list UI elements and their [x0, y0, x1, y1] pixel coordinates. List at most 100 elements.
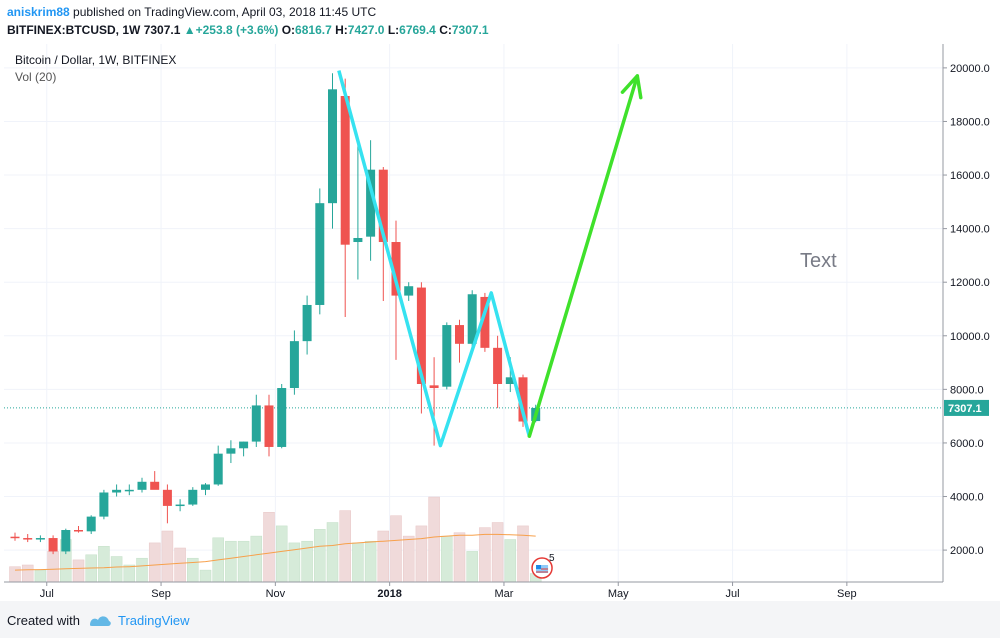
volume-bar [377, 530, 390, 583]
volume-bar [275, 525, 288, 583]
candle-body [416, 287, 426, 385]
price-tick-label: 4000.0 [950, 492, 984, 504]
volume-bar [72, 559, 85, 583]
price-tick-label: 12000.0 [950, 277, 990, 289]
candle-body [251, 405, 261, 442]
candle-body [340, 96, 350, 245]
volume-bar [34, 569, 47, 583]
volume-bar [402, 535, 415, 583]
candle-body [150, 481, 160, 490]
series-legend: Bitcoin / Dollar, 1W, BITFINEX [15, 53, 177, 67]
time-tick-label: Sep [151, 588, 171, 600]
volume-bar [225, 540, 237, 583]
candle-body [74, 530, 83, 532]
candle-body [429, 385, 439, 389]
candle-body [48, 538, 58, 552]
volume-bar [364, 540, 377, 583]
high-label: H: [335, 23, 348, 37]
volume-bar [491, 522, 504, 583]
time-tick-label: Jul [40, 588, 54, 600]
low-value: 6769.4 [399, 23, 436, 37]
candle-body [378, 169, 388, 243]
candle-body [366, 169, 376, 237]
candle-body [112, 489, 122, 493]
candle-body [493, 347, 503, 385]
volume-bar [339, 510, 351, 583]
open-value: 6816.7 [295, 23, 332, 37]
candle-body [35, 538, 45, 540]
symbol-label: BITFINEX:BTCUSD, 1W [7, 23, 141, 37]
candle-body [10, 536, 20, 539]
candle-body [188, 489, 198, 505]
volume-bar [428, 496, 440, 583]
candle-body [289, 341, 299, 389]
candle-body [328, 89, 337, 204]
time-tick-label: 2018 [377, 588, 401, 600]
candle-body [264, 405, 274, 447]
price-tick-label: 8000.0 [950, 384, 984, 396]
event-badge-count: 5 [549, 553, 555, 564]
tradingview-brand-link[interactable]: TradingView [118, 613, 190, 628]
open-label: O: [281, 23, 296, 37]
candle-body [467, 294, 477, 344]
price-tick-label: 14000.0 [950, 224, 990, 236]
candle-body [124, 489, 134, 492]
candle-body [505, 377, 515, 385]
candle-body [315, 203, 325, 305]
time-tick-label: Nov [266, 588, 286, 600]
time-tick-label: Jul [726, 588, 740, 600]
candle-body [226, 448, 236, 454]
ohlc-line: BITFINEX:BTCUSD, 1W 7307.1 ▲+253.8 (+3.6… [7, 23, 489, 37]
tradingview-logo-icon [90, 616, 111, 626]
candle-body [162, 489, 172, 506]
candle-body [61, 530, 71, 552]
publish-line: aniskrim88 published on TradingView.com,… [7, 5, 376, 19]
created-with-label: Created with [7, 613, 80, 628]
candle-body [201, 484, 210, 490]
volume-bar [21, 564, 34, 583]
published-text: published on TradingView.com, April 03, … [69, 5, 377, 19]
candle-body [518, 377, 528, 422]
volume-bar [161, 530, 174, 583]
volume-bar [98, 546, 110, 583]
candle-body [137, 481, 147, 490]
volume-legend: Vol (20) [15, 70, 57, 84]
volume-bar [123, 564, 136, 583]
volume-bar [237, 540, 250, 583]
volume-bar [453, 532, 466, 583]
candle-body [353, 237, 363, 243]
change-value: +253.8 (+3.6%) [195, 23, 279, 37]
candle-body [86, 516, 96, 532]
projection-arrow-line [527, 74, 640, 438]
footer: Created with TradingView [0, 601, 1000, 638]
time-tick-label: May [608, 588, 629, 600]
volume-bar [9, 566, 21, 583]
volume-bar [441, 535, 453, 583]
volume-bar [466, 551, 478, 583]
time-tick-label: Sep [837, 588, 857, 600]
volume-bar [263, 512, 275, 583]
volume-bar [352, 542, 364, 583]
last-price-tag-label: 7307.1 [948, 403, 982, 415]
price-tick-label: 16000.0 [950, 170, 990, 182]
candle-body [239, 441, 249, 449]
author-link[interactable]: aniskrim88 [7, 5, 70, 19]
double-top-pattern-line [337, 70, 532, 448]
close-value: 7307.1 [451, 23, 489, 37]
candle-body [213, 453, 223, 485]
time-tick-label: Mar [494, 588, 513, 600]
volume-bar [326, 522, 339, 583]
text-annotation[interactable]: Text [800, 250, 837, 272]
projection-arrow-head [620, 74, 643, 100]
volume-bar [504, 539, 517, 583]
candle-body [99, 492, 109, 517]
volume-bar [136, 557, 148, 583]
change-up-icon: ▲ [183, 23, 196, 37]
candle-body [277, 388, 287, 447]
volume-bar [390, 515, 402, 583]
candle-body [455, 325, 464, 344]
volume-ma-line [14, 533, 536, 571]
volume-bar [314, 529, 326, 583]
candle-body [175, 504, 185, 507]
price-chart[interactable]: 2000.0 4000.0 6000.0 8000.0 10000.0 12000.0 14… [0, 0, 1000, 600]
